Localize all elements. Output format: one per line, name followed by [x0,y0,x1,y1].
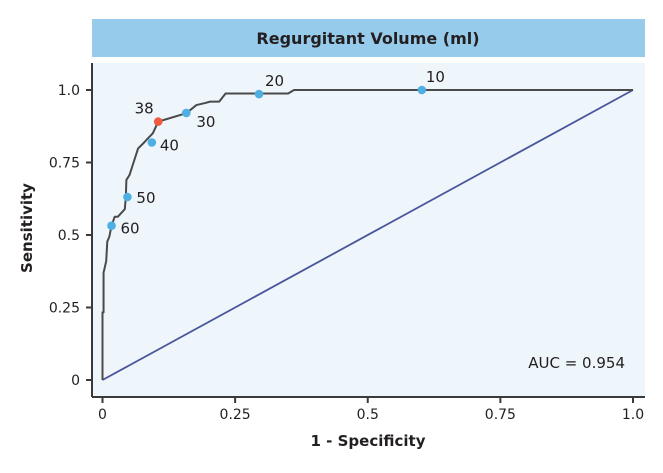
x-tick-label: 0.75 [485,407,516,423]
threshold-point-38 [153,117,163,126]
x-tick-label: 0.25 [220,407,251,423]
reference-diagonal-line [102,89,634,381]
title-bar [92,19,645,57]
threshold-label: 30 [196,113,215,131]
y-tick-label: 0 [71,373,80,389]
y-tick-label: 1.0 [58,83,80,99]
x-tick-label: 0.5 [357,407,379,423]
threshold-point-10 [417,85,427,95]
plot-area [92,63,645,397]
threshold-label: 60 [121,220,140,238]
threshold-label: 50 [136,189,155,207]
threshold-point-40 [147,138,157,147]
y-tick-label: 0.75 [49,156,80,172]
threshold-label: 40 [160,136,179,154]
threshold-label: 10 [426,68,445,86]
threshold-label: 20 [265,72,284,90]
x-axis-label: 1 - Specificity [311,432,426,450]
roc-curve-line [101,89,633,380]
threshold-point-30 [182,108,191,118]
y-axis-label: Sensitivity [18,183,36,273]
x-tick-label: 0 [98,407,107,423]
y-tick-label: 0.5 [58,228,80,244]
threshold-point-50 [123,192,132,202]
threshold-label: 38 [135,100,154,118]
y-tick-label: 0.25 [49,301,80,317]
threshold-point-20 [254,89,264,99]
chart-title: Regurgitant Volume (ml) [256,29,479,48]
x-tick-label: 1.0 [622,407,644,423]
auc-annotation: AUC = 0.954 [528,354,625,372]
threshold-point-60 [107,221,116,231]
